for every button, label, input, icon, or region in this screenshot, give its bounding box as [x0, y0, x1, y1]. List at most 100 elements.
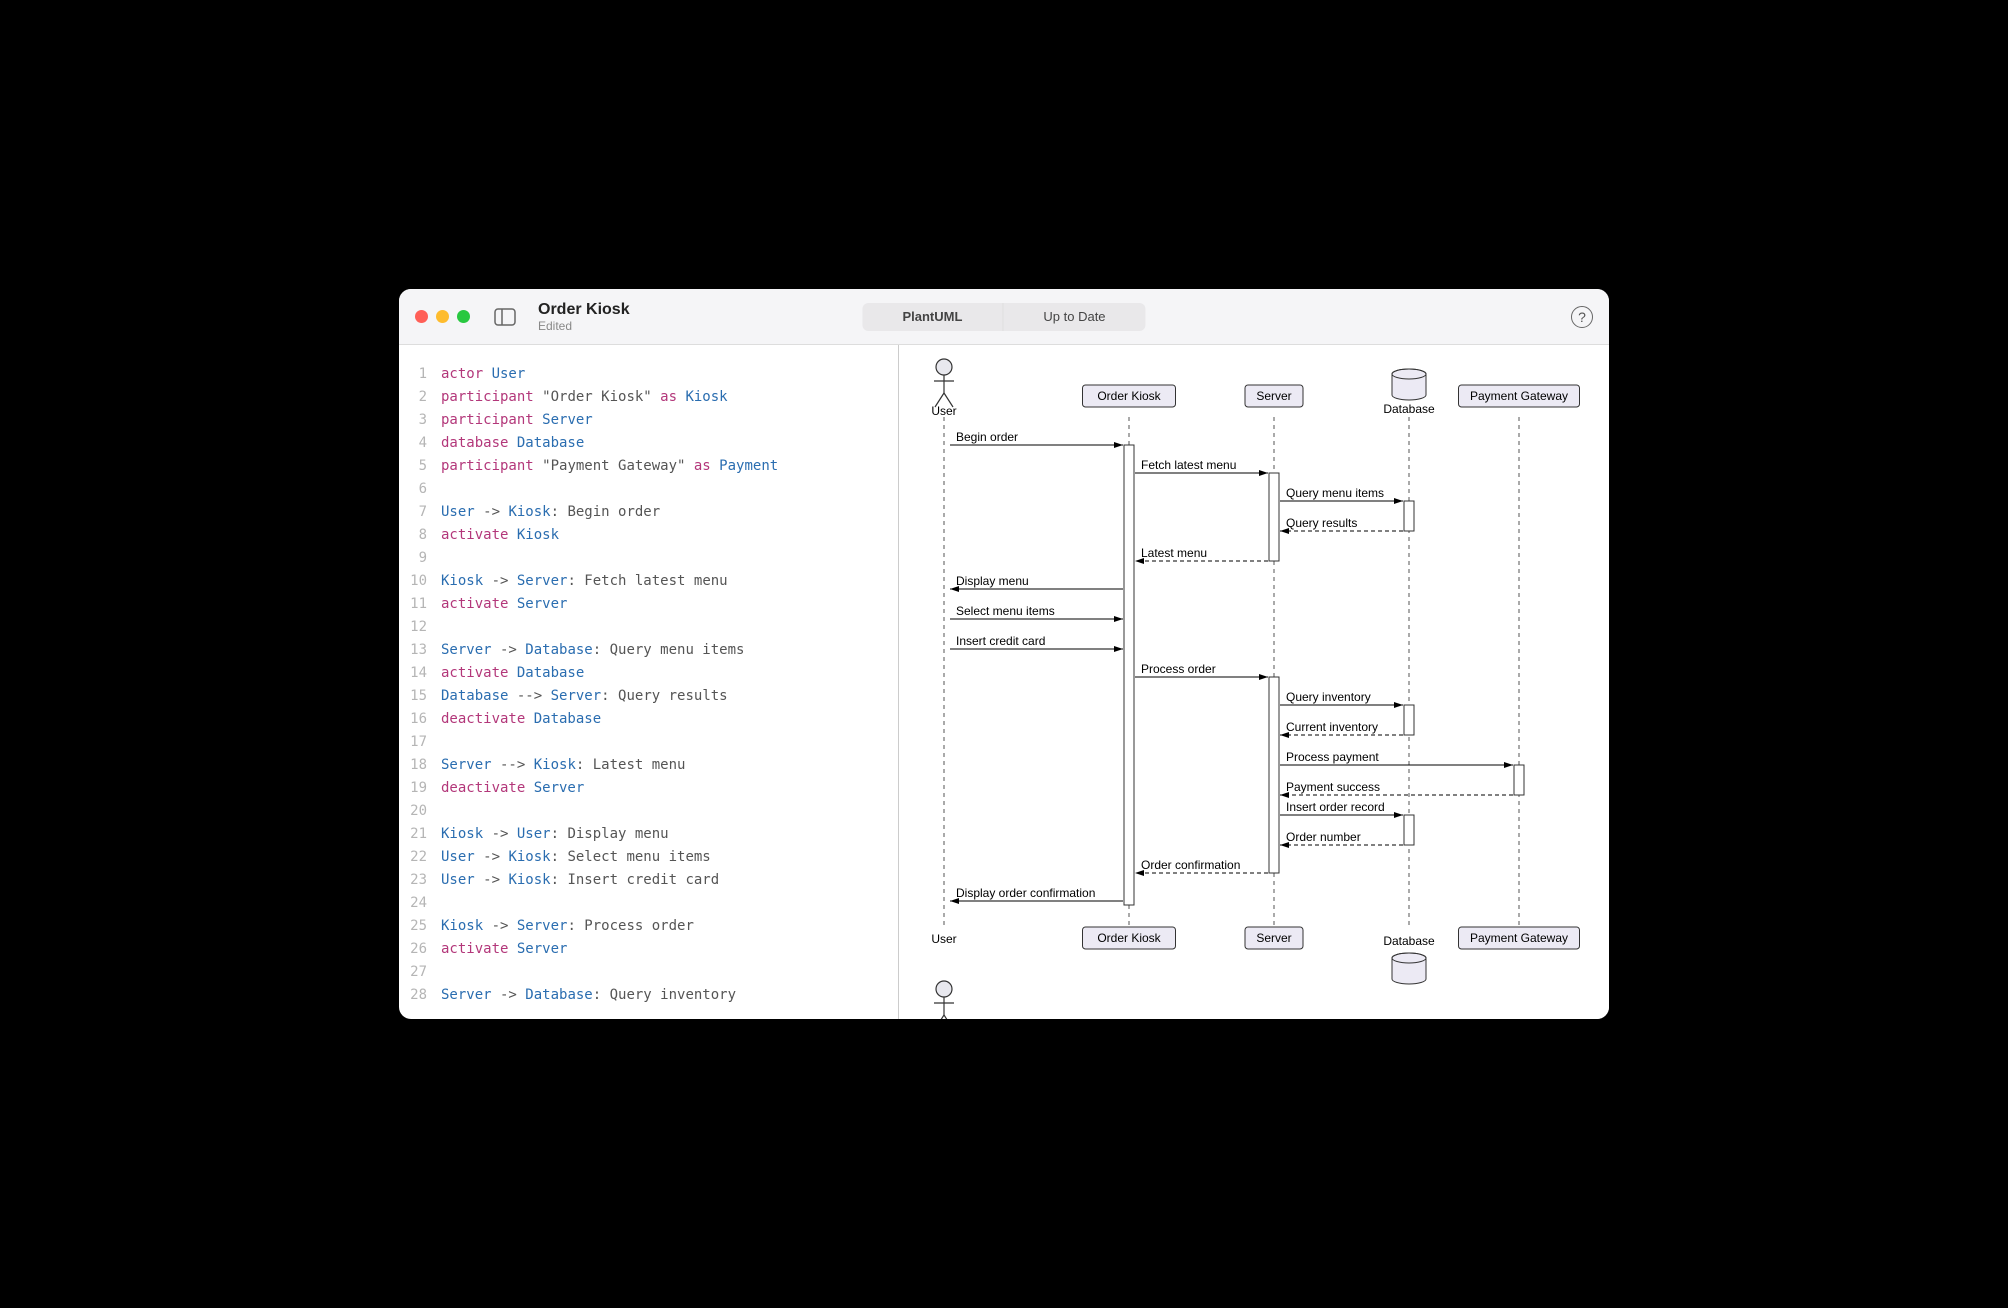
svg-text:Insert order record: Insert order record: [1286, 800, 1385, 814]
code-line[interactable]: 27: [399, 961, 898, 984]
code-line[interactable]: 26activate Server: [399, 938, 898, 961]
code-content: Server -> Database: Query menu items: [441, 639, 744, 662]
sync-status-pill[interactable]: Up to Date: [1002, 303, 1145, 331]
code-content: participant Server: [441, 409, 593, 432]
code-content: database Database: [441, 432, 584, 455]
code-content: Server -> Database: Query inventory: [441, 984, 736, 1007]
code-line[interactable]: 18Server --> Kiosk: Latest menu: [399, 754, 898, 777]
svg-text:Payment Gateway: Payment Gateway: [1470, 931, 1568, 945]
svg-text:User: User: [931, 932, 956, 946]
svg-text:Process order: Process order: [1141, 662, 1216, 676]
close-button[interactable]: [415, 310, 428, 323]
svg-text:Fetch latest menu: Fetch latest menu: [1141, 458, 1236, 472]
code-content: activate Server: [441, 593, 567, 616]
svg-text:Begin order: Begin order: [956, 430, 1018, 444]
svg-text:Select menu items: Select menu items: [956, 604, 1055, 618]
line-number: 17: [399, 731, 441, 754]
code-content: Kiosk -> User: Display menu: [441, 823, 669, 846]
line-number: 23: [399, 869, 441, 892]
svg-text:Display menu: Display menu: [956, 574, 1029, 588]
code-content: User -> Kiosk: Select menu items: [441, 846, 711, 869]
svg-text:Payment Gateway: Payment Gateway: [1470, 389, 1568, 403]
code-line[interactable]: 9: [399, 547, 898, 570]
code-line[interactable]: 17: [399, 731, 898, 754]
line-number: 16: [399, 708, 441, 731]
svg-text:Process payment: Process payment: [1286, 750, 1379, 764]
code-line[interactable]: 12: [399, 616, 898, 639]
line-number: 9: [399, 547, 441, 570]
code-line[interactable]: 13Server -> Database: Query menu items: [399, 639, 898, 662]
code-line[interactable]: 24: [399, 892, 898, 915]
traffic-lights: [415, 310, 470, 323]
code-content: activate Kiosk: [441, 524, 559, 547]
code-line[interactable]: 8activate Kiosk: [399, 524, 898, 547]
svg-text:Query inventory: Query inventory: [1286, 690, 1371, 704]
code-editor[interactable]: 1actor User2participant "Order Kiosk" as…: [399, 345, 899, 1019]
sidebar-toggle-button[interactable]: [492, 306, 518, 328]
code-line[interactable]: 10Kiosk -> Server: Fetch latest menu: [399, 570, 898, 593]
code-line[interactable]: 11activate Server: [399, 593, 898, 616]
line-number: 25: [399, 915, 441, 938]
svg-text:Display order confirmation: Display order confirmation: [956, 886, 1095, 900]
svg-text:Server: Server: [1256, 931, 1291, 945]
code-line[interactable]: 22User -> Kiosk: Select menu items: [399, 846, 898, 869]
code-line[interactable]: 6: [399, 478, 898, 501]
line-number: 8: [399, 524, 441, 547]
code-line[interactable]: 20: [399, 800, 898, 823]
code-content: Kiosk -> Server: Fetch latest menu: [441, 570, 728, 593]
code-line[interactable]: 28Server -> Database: Query inventory: [399, 984, 898, 1007]
svg-text:Query results: Query results: [1286, 516, 1357, 530]
code-content: participant "Payment Gateway" as Payment: [441, 455, 778, 478]
line-number: 7: [399, 501, 441, 524]
code-line[interactable]: 2participant "Order Kiosk" as Kiosk: [399, 386, 898, 409]
code-line[interactable]: 21Kiosk -> User: Display menu: [399, 823, 898, 846]
minimize-button[interactable]: [436, 310, 449, 323]
code-line[interactable]: 4database Database: [399, 432, 898, 455]
code-line[interactable]: 15Database --> Server: Query results: [399, 685, 898, 708]
code-content: User -> Kiosk: Insert credit card: [441, 869, 719, 892]
line-number: 4: [399, 432, 441, 455]
line-number: 19: [399, 777, 441, 800]
sequence-diagram: UserOrder KioskServerDatabasePayment Gat…: [899, 345, 1609, 1019]
title-block: Order Kiosk Edited: [538, 300, 630, 334]
code-line[interactable]: 14activate Database: [399, 662, 898, 685]
line-number: 28: [399, 984, 441, 1007]
line-number: 12: [399, 616, 441, 639]
code-content: Kiosk -> Server: Process order: [441, 915, 694, 938]
help-icon: ?: [1578, 309, 1586, 325]
code-line[interactable]: 23User -> Kiosk: Insert credit card: [399, 869, 898, 892]
help-button[interactable]: ?: [1571, 306, 1593, 328]
line-number: 24: [399, 892, 441, 915]
code-line[interactable]: 1actor User: [399, 363, 898, 386]
document-status: Edited: [538, 319, 630, 333]
svg-text:Server: Server: [1256, 389, 1291, 403]
zoom-button[interactable]: [457, 310, 470, 323]
toolbar-pills: PlantUML Up to Date: [862, 303, 1145, 331]
code-content: deactivate Server: [441, 777, 584, 800]
svg-text:Insert credit card: Insert credit card: [956, 634, 1045, 648]
code-line[interactable]: 25Kiosk -> Server: Process order: [399, 915, 898, 938]
code-content: activate Database: [441, 662, 584, 685]
code-content: Server --> Kiosk: Latest menu: [441, 754, 685, 777]
line-number: 22: [399, 846, 441, 869]
code-content: User -> Kiosk: Begin order: [441, 501, 660, 524]
titlebar: Order Kiosk Edited PlantUML Up to Date ?: [399, 289, 1609, 345]
code-content: actor User: [441, 363, 525, 386]
code-line[interactable]: 3participant Server: [399, 409, 898, 432]
code-line[interactable]: 5participant "Payment Gateway" as Paymen…: [399, 455, 898, 478]
line-number: 5: [399, 455, 441, 478]
code-line[interactable]: 16deactivate Database: [399, 708, 898, 731]
svg-text:Order confirmation: Order confirmation: [1141, 858, 1240, 872]
content-area: 1actor User2participant "Order Kiosk" as…: [399, 345, 1609, 1019]
line-number: 13: [399, 639, 441, 662]
svg-text:Database: Database: [1383, 934, 1435, 948]
svg-text:Order number: Order number: [1286, 830, 1361, 844]
svg-text:Database: Database: [1383, 402, 1435, 416]
line-number: 20: [399, 800, 441, 823]
line-number: 2: [399, 386, 441, 409]
language-pill[interactable]: PlantUML: [862, 303, 1002, 331]
app-window: Order Kiosk Edited PlantUML Up to Date ?…: [399, 289, 1609, 1019]
code-line[interactable]: 19deactivate Server: [399, 777, 898, 800]
code-line[interactable]: 7User -> Kiosk: Begin order: [399, 501, 898, 524]
line-number: 10: [399, 570, 441, 593]
